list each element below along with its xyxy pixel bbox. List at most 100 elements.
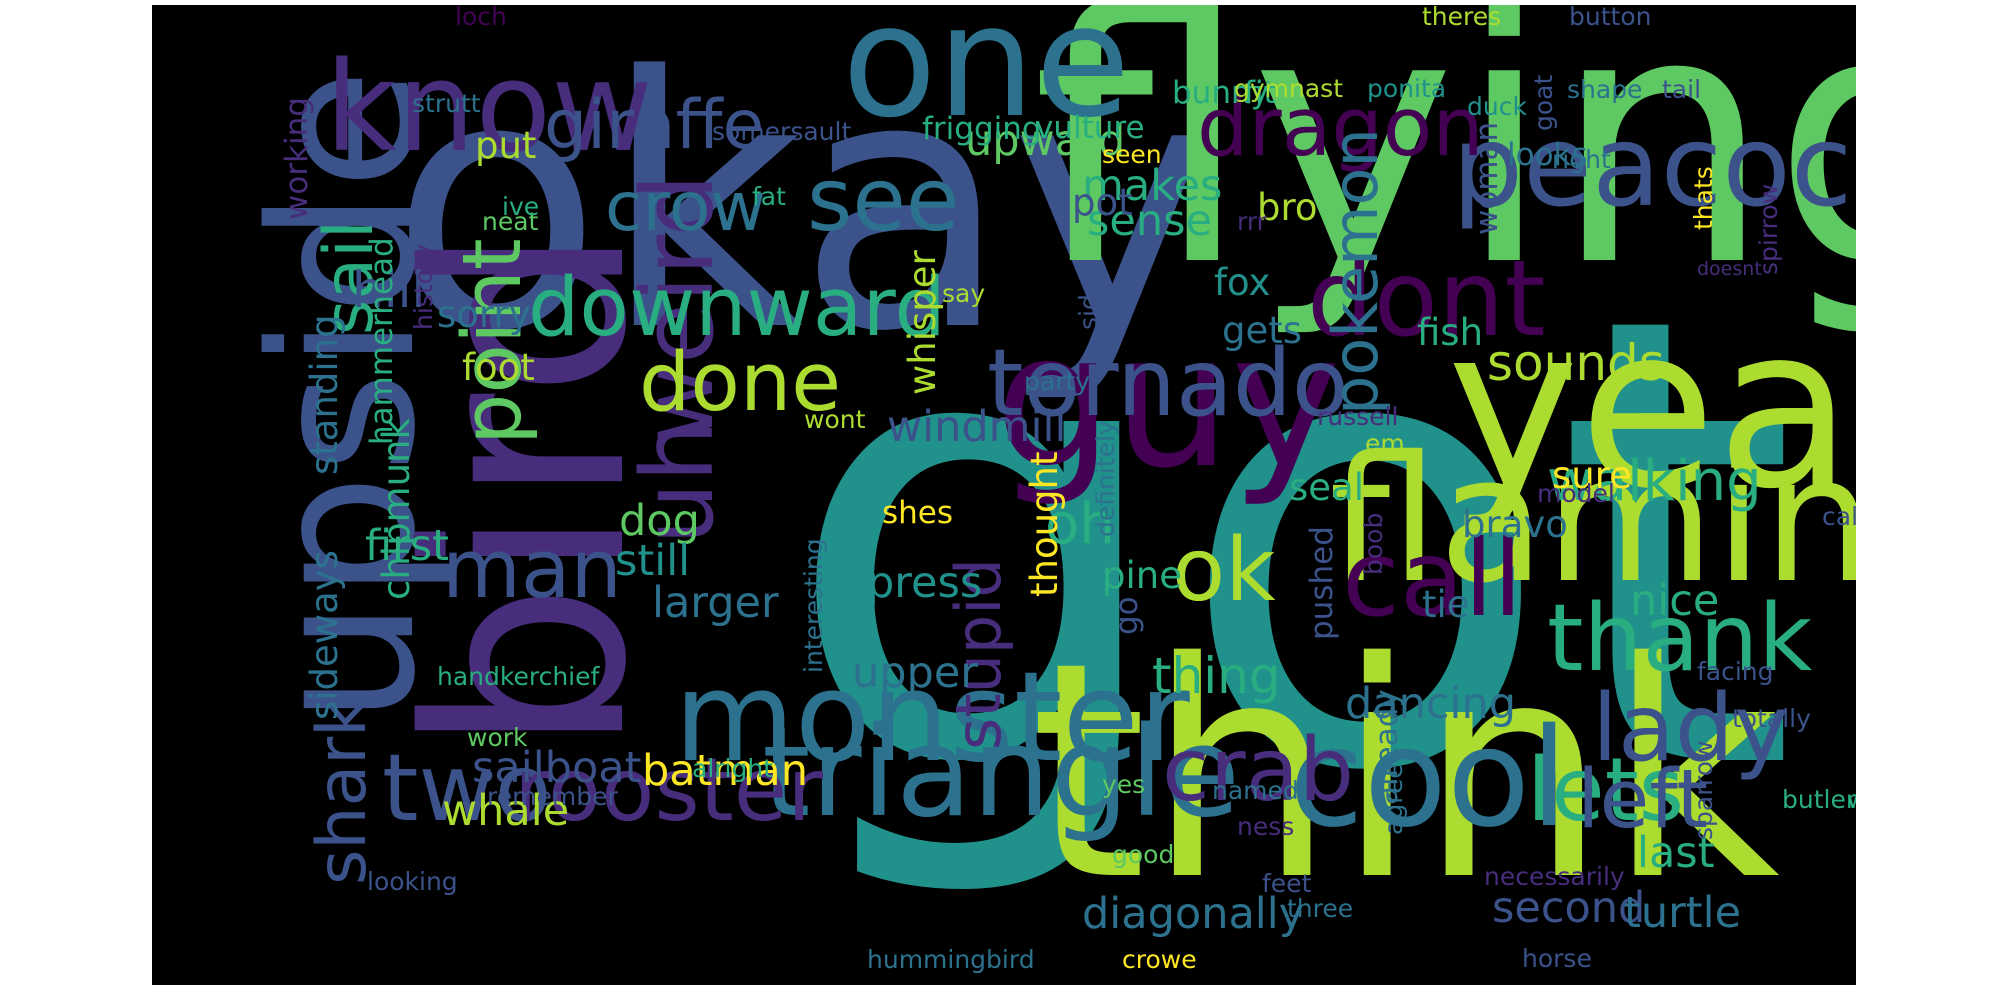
word-interesting: interesting	[799, 538, 828, 673]
word-model: model	[1537, 479, 1615, 508]
word-seen: seen	[1102, 140, 1162, 169]
word-makes: makes	[1082, 161, 1222, 211]
word-yes: yes	[1102, 770, 1145, 799]
word-hill: hill	[352, 261, 425, 319]
word-still: still	[615, 536, 690, 586]
word-right: right	[1552, 145, 1611, 174]
word-call: call	[1342, 518, 1522, 640]
word-sense: sense	[1087, 196, 1212, 246]
word-thought: thought	[1023, 452, 1066, 598]
word-rooster: rooster	[514, 739, 823, 841]
word-facing: facing	[1697, 657, 1774, 686]
word-turtle: turtle	[1624, 888, 1741, 938]
word-named: named	[1212, 776, 1299, 805]
word-windmill: windmill	[887, 402, 1066, 452]
word-say: say	[942, 279, 985, 308]
word-man: man	[442, 523, 622, 617]
word-batman: batman	[642, 746, 808, 796]
word-point: point	[446, 238, 540, 445]
word-tornado: tornado	[987, 329, 1349, 437]
word-thats: thats	[1689, 166, 1718, 230]
word-flamingo: flamingo	[1329, 419, 1856, 622]
word-duck: duck	[1467, 92, 1527, 121]
word-oh: oh	[1045, 492, 1115, 557]
word-sailboat: sailboat	[472, 743, 641, 793]
word-upward: upward	[965, 116, 1125, 166]
word-weird: weird	[621, 174, 736, 445]
word-em: em	[1365, 429, 1405, 458]
word-dancing: dancing	[1345, 679, 1516, 729]
word-pot: pot	[1072, 181, 1133, 224]
word-somersault: somersault	[712, 117, 851, 146]
word-standing: standing	[303, 314, 346, 475]
word-russell: russell	[1317, 402, 1398, 431]
word-upside: upside	[228, 68, 459, 725]
word-fish: fish	[1417, 311, 1483, 354]
word-fox: fox	[1214, 261, 1270, 304]
word-ive: ive	[502, 192, 539, 221]
word-dragon: dragon	[1197, 81, 1484, 175]
word-goat: goat	[1529, 75, 1558, 131]
word-tail: tail	[1662, 75, 1701, 104]
word-seal: seal	[1289, 466, 1364, 509]
word-flying: flying	[1032, 5, 1856, 342]
word-button: button	[1569, 5, 1651, 31]
word-fat: fat	[752, 182, 786, 211]
word-walking: walking	[1547, 449, 1762, 514]
word-pushed: pushed	[1304, 526, 1340, 640]
word-left: left	[1577, 753, 1708, 847]
word-party: party	[1024, 367, 1090, 396]
word-gets: gets	[1222, 309, 1302, 352]
word-press: press	[867, 558, 982, 608]
word-stupid: stupid	[942, 558, 1015, 750]
word-nice: nice	[1630, 576, 1719, 626]
word-definitely: definitely	[1091, 420, 1120, 537]
word-already: already	[1369, 689, 1405, 805]
word-wont: wont	[804, 405, 866, 434]
word-ok: ok	[1172, 519, 1276, 621]
word-cloud: gotokayflying think bird yeah upside guyflami…	[152, 5, 1856, 985]
word-whale: whale	[442, 786, 569, 836]
word-got: got	[782, 186, 1798, 907]
word-diagonally: diagonally	[1082, 889, 1304, 939]
word-think: think	[1030, 599, 1780, 946]
word-foot: foot	[462, 346, 535, 389]
word-triangle: triangle	[762, 701, 1240, 845]
word-done: done	[639, 336, 841, 430]
word-second: second	[1492, 883, 1645, 933]
word-shes: shes	[882, 495, 953, 531]
word-lets: lets	[1527, 739, 1684, 841]
word-see: see	[807, 149, 959, 251]
word-upper: upper	[852, 648, 978, 698]
word-necessarily: necessarily	[1484, 862, 1625, 891]
word-hummingbird: hummingbird	[867, 945, 1035, 974]
word-looks: looks	[1507, 137, 1588, 173]
word-sideways: sideways	[303, 550, 346, 720]
word-okay: okay	[390, 5, 1215, 407]
word-agree: agree	[1379, 763, 1408, 835]
word-totally: totally	[1732, 704, 1811, 733]
word-bravo: bravo	[1462, 503, 1568, 546]
word-rrr: rrr	[1237, 207, 1268, 236]
word-theres: theres	[1422, 5, 1501, 31]
word-fit: fit	[1244, 75, 1276, 111]
word-tie: tie	[1422, 583, 1470, 626]
word-shark: shark	[303, 697, 382, 885]
word-lady: lady	[1592, 674, 1789, 782]
word-three: three	[1287, 894, 1353, 923]
word-shape: shape	[1567, 75, 1642, 104]
word-ness: ness	[1237, 812, 1294, 841]
word-two: two	[382, 734, 551, 842]
word-crowe: crowe	[1122, 945, 1197, 974]
word-strutt: strutt	[412, 89, 481, 118]
word-know: know	[325, 36, 653, 180]
word-loch: loch	[455, 5, 507, 31]
word-thing: thing	[1152, 647, 1281, 705]
word-downward: downward	[528, 261, 946, 355]
word-history: history	[409, 244, 438, 330]
word-giraffe: giraffe	[544, 86, 764, 165]
word-whisper: whisper	[901, 249, 944, 395]
word-looking: looking	[367, 867, 458, 896]
word-horse: horse	[1522, 944, 1592, 973]
word-feet: feet	[1262, 869, 1312, 898]
